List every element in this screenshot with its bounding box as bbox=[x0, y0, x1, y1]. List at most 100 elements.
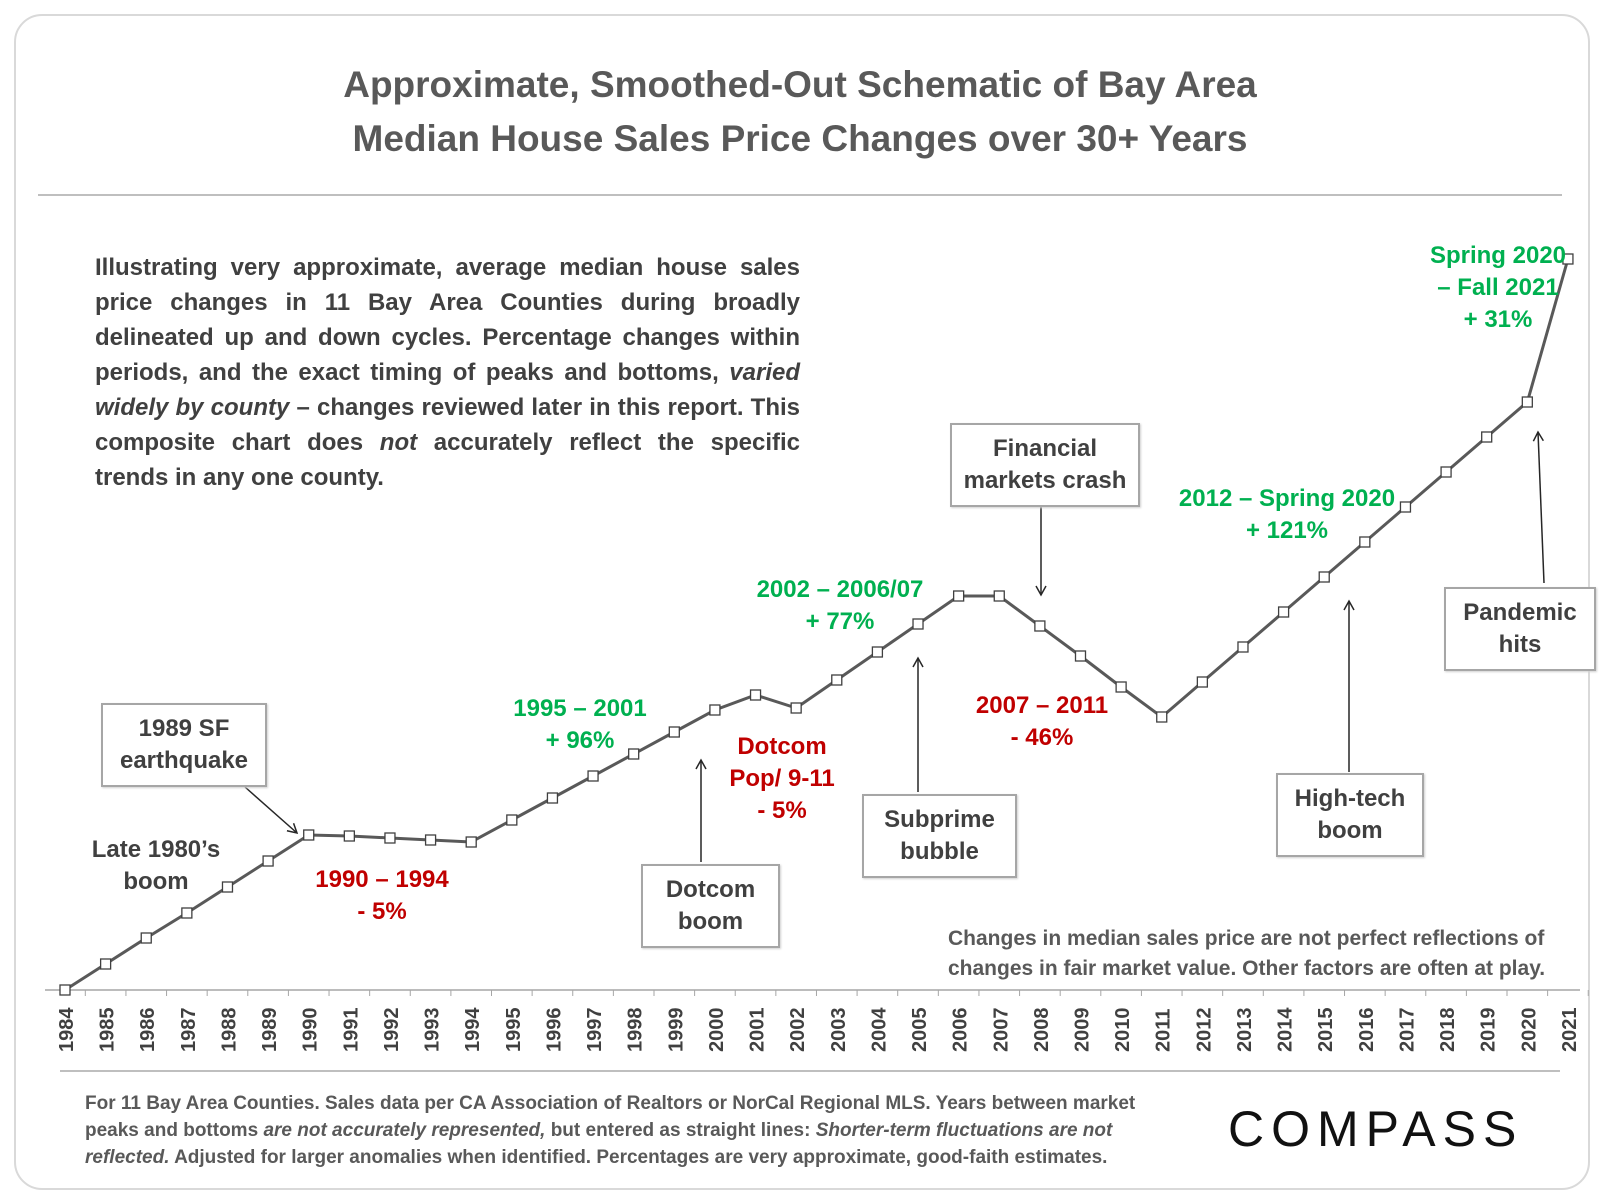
label-2002-2006: 2002 – 2006/07 + 77% bbox=[745, 574, 935, 638]
chart-title: Approximate, Smoothed-Out Schematic of B… bbox=[0, 58, 1600, 166]
period-label-line: + 77% bbox=[805, 608, 875, 635]
intro-text-2: – changes reviewed later in this report.… bbox=[95, 394, 801, 456]
data-point bbox=[587, 770, 599, 782]
intro-text-1: Illustrating very approximate, average m… bbox=[95, 254, 800, 386]
label-2007-2011: 2007 – 2011 - 46% bbox=[962, 690, 1122, 754]
x-tick-label: 2010 bbox=[1112, 1008, 1134, 1053]
x-tick-label: 2016 bbox=[1356, 1008, 1378, 1053]
data-point bbox=[952, 590, 965, 602]
data-point bbox=[140, 932, 152, 944]
data-point bbox=[1359, 536, 1371, 548]
callout-text: boom bbox=[677, 908, 744, 935]
data-point bbox=[871, 646, 884, 658]
data-point bbox=[424, 834, 437, 846]
callout-high-tech-boom: High-tech boom bbox=[1276, 773, 1424, 857]
x-tick-label: 1990 bbox=[300, 1008, 322, 1053]
period-label-line: Late 1980’s bbox=[91, 836, 221, 863]
x-tick-label: 2001 bbox=[747, 1008, 769, 1053]
callout-subprime-bubble: Subprime bubble bbox=[862, 794, 1017, 878]
title-line-1: Approximate, Smoothed-Out Schematic of B… bbox=[343, 64, 1257, 105]
x-tick-label: 1984 bbox=[56, 1007, 78, 1052]
footer-notes: For 11 Bay Area Counties. Sales data per… bbox=[85, 1090, 1165, 1171]
intro-emphasis-2: not bbox=[379, 429, 418, 456]
callout-1989-earthquake: 1989 SF earthquake bbox=[101, 703, 267, 787]
x-tick-label: 2021 bbox=[1559, 1008, 1581, 1053]
period-label-line: - 5% bbox=[357, 898, 407, 925]
period-label-line: + 96% bbox=[545, 727, 615, 754]
intro-emphasis-1: varied widely by county bbox=[95, 359, 800, 421]
data-point bbox=[181, 907, 193, 919]
period-label-line: + 31% bbox=[1463, 306, 1533, 333]
x-tick-label: 2004 bbox=[868, 1007, 890, 1052]
data-point bbox=[628, 748, 640, 760]
data-point bbox=[1196, 676, 1209, 688]
footer-emphasis-2: Shorter-term fluctuations are not reflec… bbox=[85, 1120, 1113, 1168]
x-tick-label: 1986 bbox=[137, 1008, 159, 1053]
data-point bbox=[1277, 606, 1290, 618]
period-label-line: - 46% bbox=[1010, 724, 1074, 751]
arrow-quake bbox=[244, 786, 299, 835]
x-tick-label: 1996 bbox=[543, 1008, 565, 1053]
x-tick-label: 1989 bbox=[259, 1008, 281, 1053]
callout-financial-crash: Financial markets crash bbox=[950, 423, 1140, 507]
x-tick-label: 1988 bbox=[218, 1008, 240, 1053]
x-axis: 1984 1985 1986 1987 1988 1989 1990 1991 1992 1993… bbox=[45, 989, 1589, 1053]
title-line-2: Median House Sales Price Changes over 30… bbox=[352, 118, 1248, 159]
data-point bbox=[1156, 711, 1168, 723]
callout-text: 1989 SF bbox=[138, 715, 230, 742]
x-tick-label: 2000 bbox=[706, 1008, 728, 1053]
x-tick-label: 1985 bbox=[97, 1008, 119, 1053]
data-point bbox=[1115, 681, 1127, 693]
callout-arrows bbox=[244, 430, 1545, 862]
x-tick-label: 2006 bbox=[950, 1008, 972, 1053]
footer-text-2: but entered as straight lines: bbox=[550, 1120, 811, 1141]
intro-text-3: accurately reflect the specific trends i… bbox=[95, 429, 800, 491]
x-tick-label: 2009 bbox=[1072, 1008, 1094, 1053]
x-tick-label: 2015 bbox=[1315, 1008, 1337, 1053]
footer-emphasis-1: are not accurately represented, bbox=[263, 1120, 546, 1141]
data-point bbox=[1074, 650, 1087, 662]
period-label-line: Spring 2020 bbox=[1429, 242, 1567, 269]
chart-note: Changes in median sales price are not pe… bbox=[948, 927, 1546, 980]
callout-text: earthquake bbox=[119, 747, 249, 774]
x-tick-label: 1987 bbox=[178, 1008, 200, 1053]
x-tick-label: 1998 bbox=[625, 1008, 647, 1053]
x-tick-label: 2003 bbox=[828, 1008, 850, 1053]
label-late-1980s-boom: Late 1980’s boom bbox=[78, 834, 234, 898]
data-point bbox=[1318, 571, 1330, 583]
x-tick-label: 2020 bbox=[1518, 1008, 1540, 1053]
period-label-line: - 5% bbox=[757, 797, 807, 824]
series-line bbox=[64, 258, 1570, 992]
x-tick-label: 2007 bbox=[990, 1008, 1012, 1053]
data-point bbox=[1521, 396, 1533, 408]
data-point bbox=[59, 984, 71, 996]
footer-text-1: For 11 Bay Area Counties. Sales data per… bbox=[85, 1093, 1136, 1141]
data-point bbox=[262, 855, 274, 867]
x-tick-label: 2012 bbox=[1193, 1008, 1215, 1053]
chart-card bbox=[14, 14, 1590, 1190]
x-tick-label: 2013 bbox=[1234, 1008, 1256, 1053]
data-point bbox=[1481, 431, 1493, 443]
footer-divider bbox=[60, 1070, 1560, 1072]
x-tick-label: 2011 bbox=[1153, 1009, 1175, 1052]
data-points bbox=[59, 253, 1574, 996]
data-point bbox=[668, 726, 680, 738]
period-label-line: 2007 – 2011 bbox=[975, 692, 1109, 719]
period-label-line: Dotcom bbox=[737, 733, 827, 760]
x-tick-label: 1995 bbox=[503, 1008, 525, 1053]
callout-text: hits bbox=[1498, 631, 1542, 658]
label-2020-2021: Spring 2020 – Fall 2021 + 31% bbox=[1418, 240, 1578, 336]
label-1990-1994: 1990 – 1994 - 5% bbox=[302, 864, 462, 928]
period-label-line: 1995 – 2001 bbox=[513, 695, 647, 722]
callout-text: Dotcom bbox=[665, 876, 756, 903]
title-divider bbox=[38, 194, 1562, 196]
data-point bbox=[465, 836, 477, 848]
x-tick-label: 2002 bbox=[787, 1008, 809, 1053]
callout-text: bubble bbox=[900, 838, 979, 865]
period-label-line: 2002 – 2006/07 bbox=[756, 576, 924, 603]
callout-text: Financial bbox=[992, 435, 1098, 462]
x-tick-label: 2005 bbox=[909, 1008, 931, 1053]
callout-text: High-tech bbox=[1294, 785, 1406, 812]
arrow-pandemic bbox=[1532, 430, 1545, 584]
